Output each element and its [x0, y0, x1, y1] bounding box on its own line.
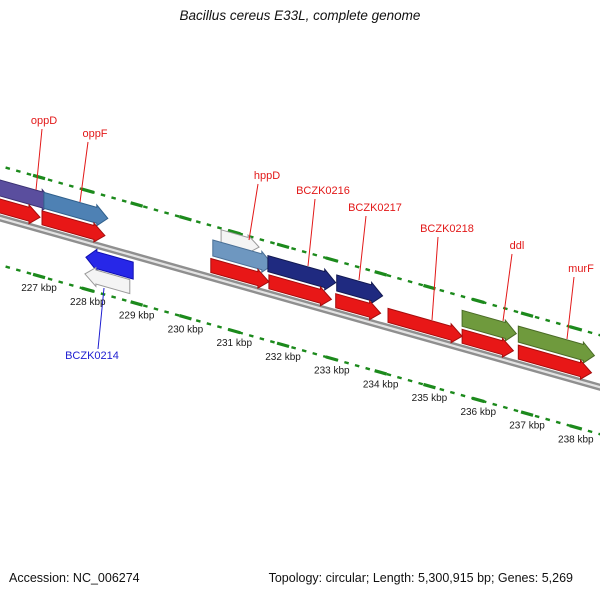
ruler-major-tick	[227, 228, 241, 236]
ruler-major-tick	[374, 369, 388, 376]
ruler-major-tick	[423, 283, 436, 291]
ruler-major-tick	[179, 314, 192, 321]
label-leader-line	[502, 253, 513, 322]
ruler-major-tick	[423, 382, 436, 390]
gene-label-oppD[interactable]: oppD	[31, 115, 57, 127]
ruler-dashed-line	[0, 263, 600, 436]
ruler-label: 230 kbp	[168, 324, 204, 335]
gene-arrow-oppF[interactable]	[41, 210, 106, 243]
ruler-label: 228 kbp	[70, 297, 106, 308]
ruler-major-tick	[569, 325, 583, 332]
ruler-major-tick	[32, 272, 46, 280]
status-bar: Accession: NC_006274 Topology: circular;…	[0, 571, 600, 585]
label-leader-line	[307, 198, 316, 267]
ruler-major-tick	[276, 242, 290, 250]
ruler-major-tick	[471, 297, 485, 305]
gene-arrow-BCZK0216[interactable]	[268, 274, 333, 307]
gene-arrow-murF[interactable]	[517, 325, 596, 364]
ruler-major-tick	[520, 410, 534, 417]
status-accession: Accession: NC_006274	[9, 571, 140, 585]
ruler-major-tick	[130, 300, 144, 307]
label-leader-line	[431, 236, 439, 321]
ruler-major-tick	[179, 215, 192, 222]
ruler-label: 237 kbp	[509, 421, 545, 432]
ruler-label: 236 kbp	[460, 407, 496, 418]
gene-arrow-BCZK0217[interactable]	[335, 293, 382, 321]
ruler-label: 235 kbp	[412, 393, 448, 404]
gene-label-hppD[interactable]: hppD	[254, 170, 280, 182]
ruler-label: 234 kbp	[363, 379, 399, 390]
gene-arrow-BCZK0214[interactable]	[85, 248, 134, 280]
ruler-major-tick	[569, 424, 583, 431]
ruler-dashed-line	[0, 164, 600, 337]
gene-arrow-BCZK0216[interactable]	[267, 254, 337, 291]
gene-arrow-hppD[interactable]	[212, 239, 274, 274]
ruler-label: 238 kbp	[558, 434, 594, 445]
gene-arrow-oppD[interactable]	[0, 196, 41, 225]
ruler-label: 232 kbp	[265, 352, 301, 363]
gene-label-ddl[interactable]: ddl	[510, 240, 525, 252]
gene-label-BCZK0216[interactable]: BCZK0216	[296, 185, 350, 197]
ruler-major-tick	[276, 341, 290, 349]
gene-label-oppF[interactable]: oppF	[82, 128, 107, 140]
ruler-major-tick	[325, 256, 339, 263]
gene-arrow-unlabeled[interactable]	[84, 266, 131, 295]
gene-arrow-murF[interactable]	[517, 344, 593, 380]
ruler-major-tick	[130, 201, 144, 208]
label-leader-line	[79, 141, 89, 203]
gene-label-BCZK0217[interactable]: BCZK0217	[348, 202, 402, 214]
ruler-major-tick	[325, 355, 339, 362]
status-genome-summary: Topology: circular; Length: 5,300,915 bp…	[268, 571, 573, 585]
ruler-major-tick	[81, 286, 95, 294]
gene-arrow-BCZK0218[interactable]	[387, 307, 463, 344]
ruler-label: 233 kbp	[314, 366, 350, 377]
ruler-label: 229 kbp	[119, 311, 155, 322]
gene-arrow-oppF[interactable]	[43, 191, 109, 227]
gene-arrow-hppD[interactable]	[210, 257, 270, 289]
gene-label-BCZK0214[interactable]: BCZK0214	[65, 350, 119, 362]
ruler-major-tick	[471, 396, 485, 404]
ruler-label: 227 kbp	[21, 283, 57, 294]
label-leader-line	[35, 128, 43, 191]
ruler-major-tick	[227, 327, 241, 335]
gene-label-murF[interactable]: murF	[568, 263, 594, 275]
label-leader-line	[566, 276, 575, 340]
gene-arrow-ddl[interactable]	[461, 309, 518, 342]
ruler-major-tick	[520, 311, 534, 318]
ruler-label: 231 kbp	[216, 338, 252, 349]
gene-label-BCZK0218[interactable]: BCZK0218	[420, 223, 474, 235]
gene-arrow-BCZK0217[interactable]	[336, 274, 384, 305]
label-leader-line	[248, 183, 259, 241]
genome-backbone-highlight	[0, 216, 600, 389]
gene-arrow-ddl[interactable]	[461, 328, 515, 358]
ruler-major-tick	[81, 187, 95, 195]
ruler-major-tick	[32, 173, 46, 181]
label-leader-line	[358, 215, 367, 281]
ruler-major-tick	[374, 270, 388, 277]
page-title: Bacillus cereus E33L, complete genome	[179, 8, 421, 23]
label-leader-line	[97, 287, 105, 350]
